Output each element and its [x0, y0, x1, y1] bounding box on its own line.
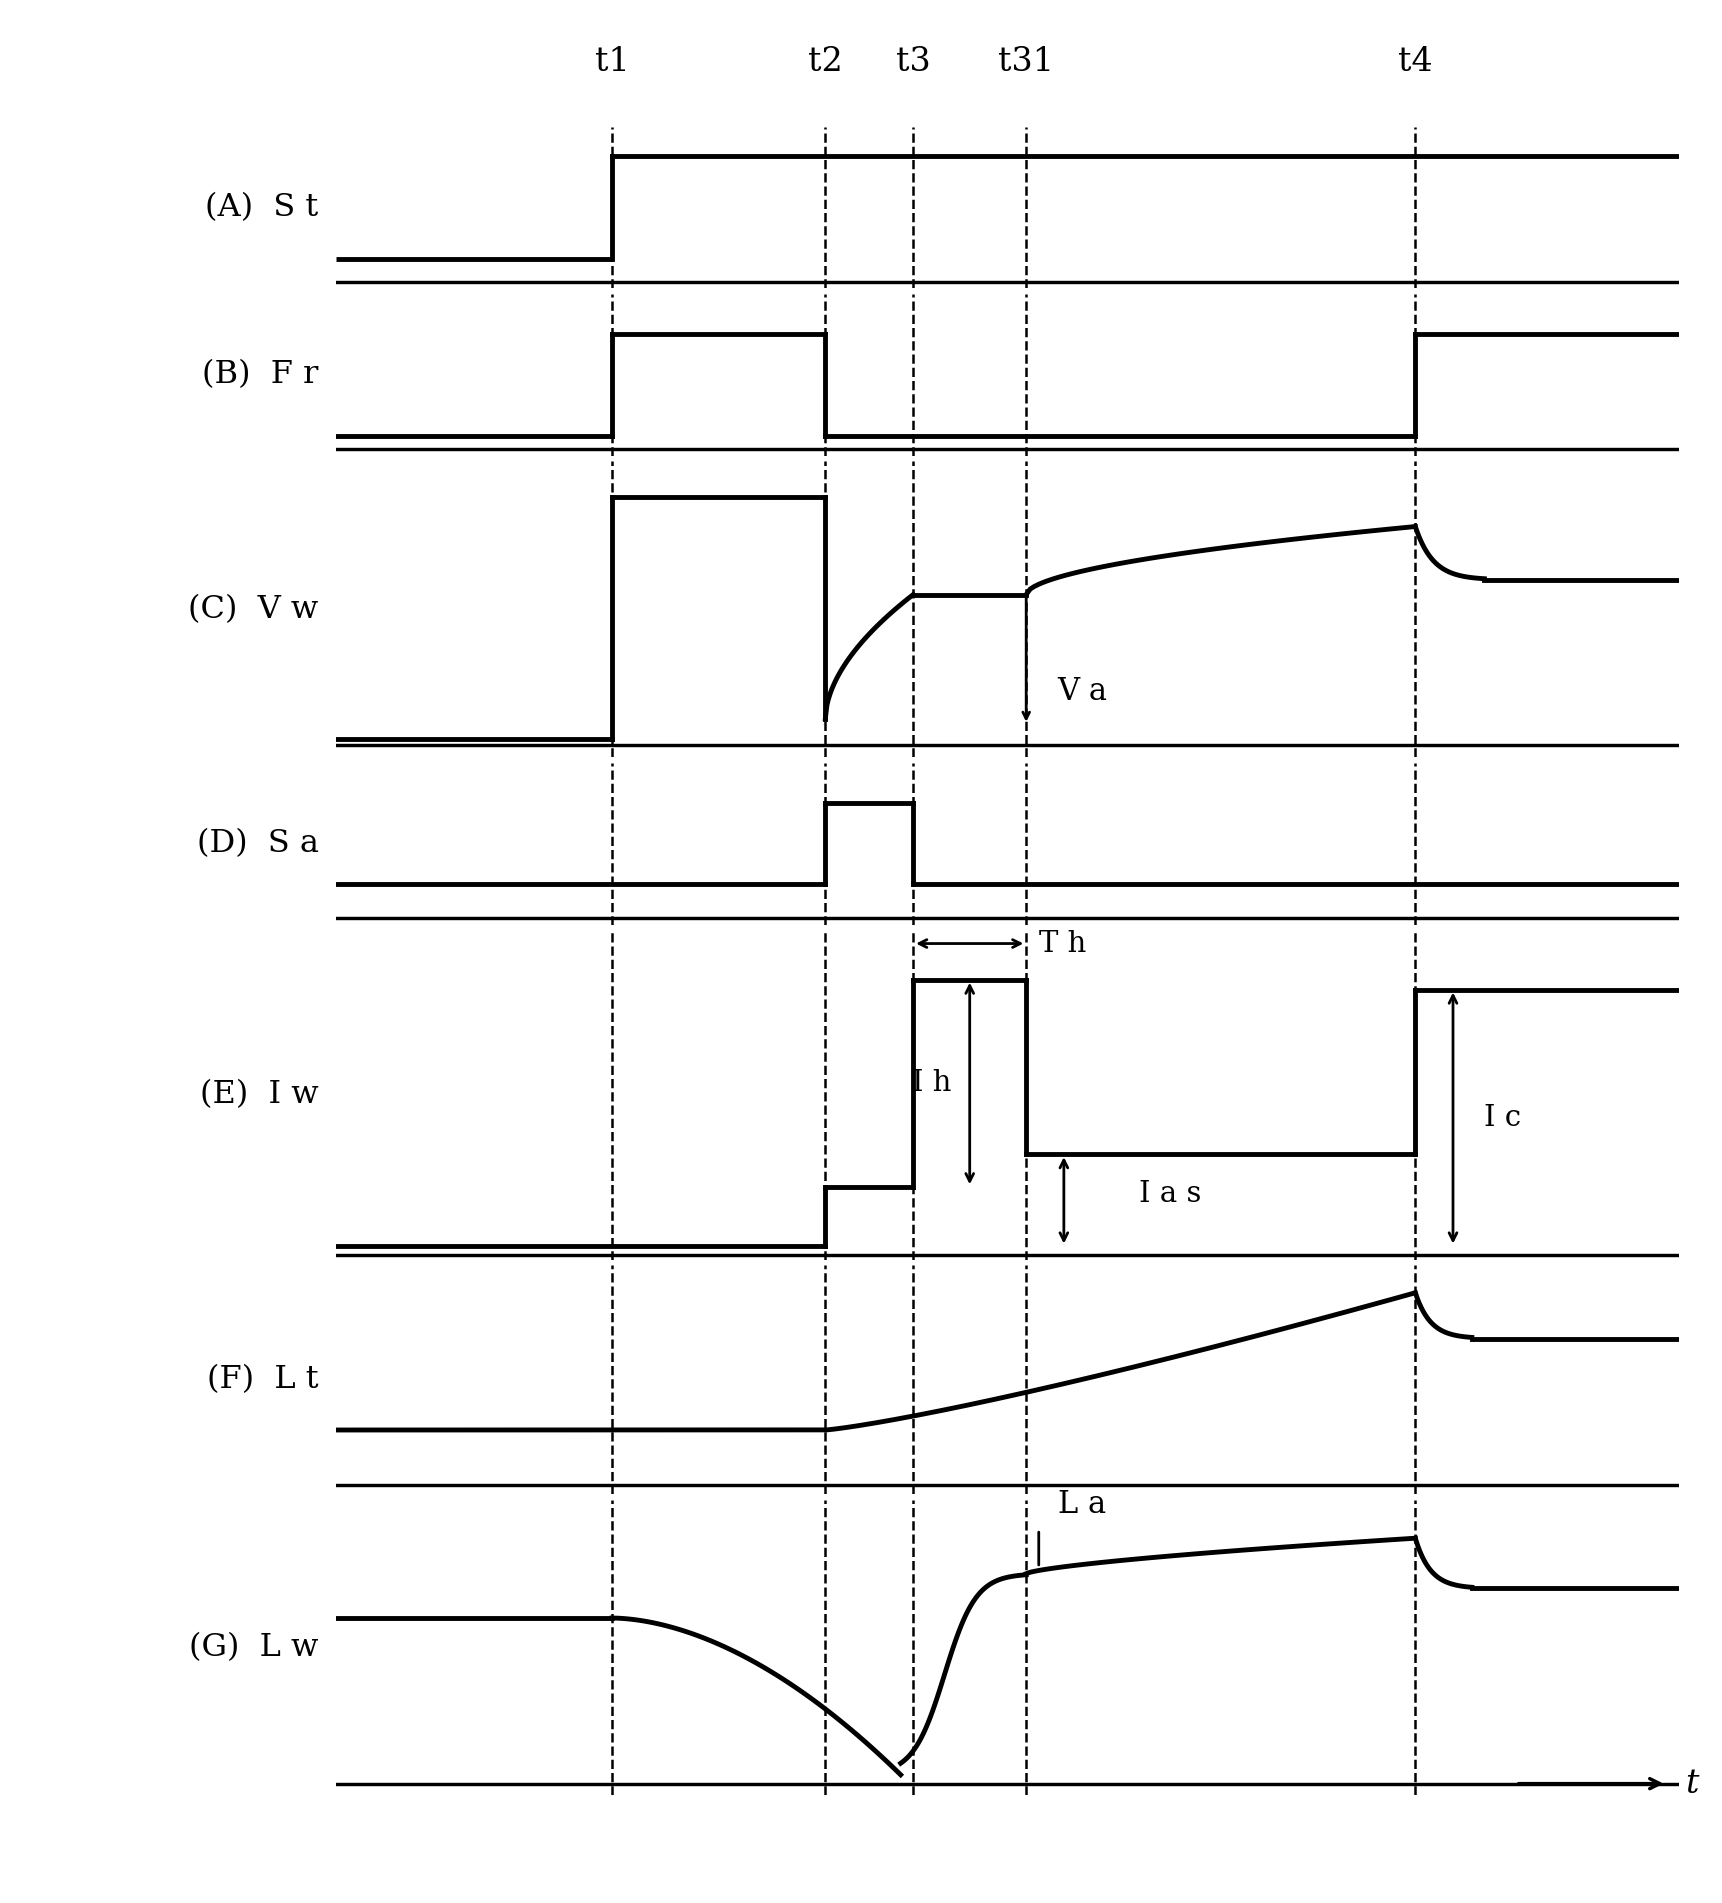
Text: t1: t1 — [594, 46, 629, 78]
Text: (B)  F r: (B) F r — [201, 360, 319, 390]
Text: I a s: I a s — [1140, 1180, 1202, 1208]
Text: I c: I c — [1484, 1104, 1522, 1132]
Text: (G)  L w: (G) L w — [189, 1633, 319, 1663]
Text: I h: I h — [911, 1069, 951, 1098]
Text: T h: T h — [1038, 929, 1087, 957]
Text: t: t — [1686, 1768, 1698, 1800]
Text: V a: V a — [1057, 676, 1107, 706]
Text: t4: t4 — [1398, 46, 1433, 78]
Text: t31: t31 — [999, 46, 1054, 78]
Text: t3: t3 — [895, 46, 930, 78]
Text: (D)  S a: (D) S a — [196, 828, 319, 860]
Text: (A)  S t: (A) S t — [205, 192, 319, 223]
Text: (F)  L t: (F) L t — [207, 1364, 319, 1395]
Text: (E)  I w: (E) I w — [200, 1079, 319, 1111]
Text: L a: L a — [1057, 1490, 1106, 1520]
Text: (C)  V w: (C) V w — [188, 594, 319, 624]
Text: t2: t2 — [808, 46, 842, 78]
